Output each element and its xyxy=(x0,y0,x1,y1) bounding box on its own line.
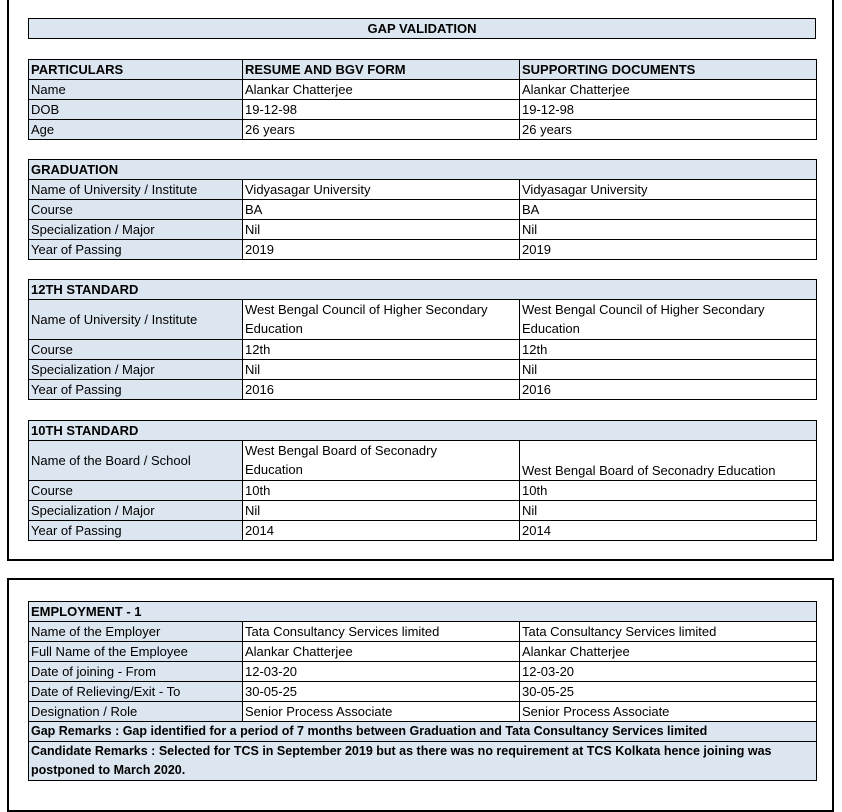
table-row: Name of University / Institute West Benga… xyxy=(28,299,818,340)
supporting-value: Tata Consultancy Services limited xyxy=(518,621,818,642)
table-row: Course 12th 12th xyxy=(28,339,818,360)
row-label: Specialization / Major xyxy=(28,359,243,380)
resume-value: Alankar Chatterjee xyxy=(242,641,520,662)
row-label: Designation / Role xyxy=(28,701,243,722)
graduation-table: GRADUATION Name of University / Institut… xyxy=(27,159,818,260)
row-label: Course xyxy=(28,339,243,360)
supporting-value: 10th xyxy=(518,480,818,501)
row-label: Name xyxy=(28,79,243,100)
table-row: Specialization / Major Nil Nil xyxy=(28,219,818,240)
resume-value: 2016 xyxy=(242,379,520,400)
resume-value: 10th xyxy=(242,480,520,501)
gap-validation-panel xyxy=(7,0,834,561)
resume-value: Senior Process Associate xyxy=(242,701,520,722)
resume-value: 12-03-20 xyxy=(242,661,520,682)
row-label: Name of the Board / School xyxy=(28,440,243,481)
resume-value: Nil xyxy=(242,359,520,380)
row-label: Year of Passing xyxy=(28,520,243,541)
page-title: GAP VALIDATION xyxy=(28,18,816,39)
resume-value: West Bengal Council of Higher Secondary … xyxy=(242,299,520,340)
supporting-value: 30-05-25 xyxy=(518,681,818,702)
table-row: Name of the Board / School West Bengal Bo… xyxy=(28,440,818,481)
supporting-value: Vidyasagar University xyxy=(518,179,818,200)
supporting-value: 2014 xyxy=(518,520,818,541)
header-supporting: SUPPORTING DOCUMENTS xyxy=(519,59,817,80)
supporting-value: 19-12-98 xyxy=(519,99,817,120)
section-heading: 12TH STANDARD xyxy=(27,279,818,300)
row-label: Course xyxy=(28,480,243,501)
resume-value: Tata Consultancy Services limited xyxy=(242,621,520,642)
row-label: Course xyxy=(28,199,243,220)
row-label: Date of joining - From xyxy=(28,661,243,682)
row-label: Age xyxy=(28,119,243,140)
resume-value: Nil xyxy=(242,219,520,240)
table-row: Course 10th 10th xyxy=(28,480,818,501)
candidate-remarks: Candidate Remarks : Selected for TCS in … xyxy=(27,741,818,781)
supporting-value: 26 years xyxy=(519,119,817,140)
row-label: Specialization / Major xyxy=(28,219,243,240)
resume-value: 12th xyxy=(242,339,520,360)
section-heading: 10TH STANDARD xyxy=(27,420,818,441)
table-row: Year of Passing 2019 2019 xyxy=(28,239,818,260)
supporting-value: West Bengal Board of Seconadry Education xyxy=(518,440,818,481)
table-row: Designation / Role Senior Process Associa… xyxy=(28,701,818,722)
row-label: Date of Relieving/Exit - To xyxy=(28,681,243,702)
row-label: Name of University / Institute xyxy=(28,179,243,200)
table-row: Year of Passing 2016 2016 xyxy=(28,379,818,400)
employment-table: EMPLOYMENT - 1 Name of the Employer Tata … xyxy=(27,601,818,781)
table-row: Date of Relieving/Exit - To 30-05-25 30-05… xyxy=(28,681,818,702)
resume-value: 30-05-25 xyxy=(242,681,520,702)
resume-value: 19-12-98 xyxy=(242,99,520,120)
resume-value: BA xyxy=(242,199,520,220)
supporting-value: 2016 xyxy=(518,379,818,400)
supporting-value: West Bengal Council of Higher Secondary … xyxy=(518,299,818,340)
gap-remarks: Gap Remarks : Gap identified for a perio… xyxy=(27,721,818,742)
table-row: Specialization / Major Nil Nil xyxy=(28,359,818,380)
table-row: Name of University / Institute Vidyasagar… xyxy=(28,179,818,200)
header-resume: RESUME AND BGV FORM xyxy=(242,59,520,80)
table-row: Year of Passing 2014 2014 xyxy=(28,520,818,541)
table-row: DOB 19-12-98 19-12-98 xyxy=(28,99,817,120)
particulars-table: PARTICULARS RESUME AND BGV FORM SUPPORTI… xyxy=(28,59,817,140)
table-row: Specialization / Major Nil Nil xyxy=(28,500,818,521)
row-label: Name of University / Institute xyxy=(28,299,243,340)
table-row: Course BA BA xyxy=(28,199,818,220)
supporting-value: Nil xyxy=(518,500,818,521)
resume-value: 2019 xyxy=(242,239,520,260)
tenth-standard-table: 10TH STANDARD Name of the Board / School… xyxy=(27,420,818,541)
table-row: Date of joining - From 12-03-20 12-03-20 xyxy=(28,661,818,682)
row-label: Name of the Employer xyxy=(28,621,243,642)
resume-value: 26 years xyxy=(242,119,520,140)
supporting-value: Alankar Chatterjee xyxy=(519,79,817,100)
supporting-value: Alankar Chatterjee xyxy=(518,641,818,662)
supporting-value: Nil xyxy=(518,219,818,240)
supporting-value: 12-03-20 xyxy=(518,661,818,682)
row-label: Year of Passing xyxy=(28,239,243,260)
row-label: Specialization / Major xyxy=(28,500,243,521)
supporting-value: 2019 xyxy=(518,239,818,260)
resume-value: West Bengal Board of Seconadry Education xyxy=(242,440,520,481)
row-label: Year of Passing xyxy=(28,379,243,400)
resume-value: Alankar Chatterjee xyxy=(242,79,520,100)
section-heading: EMPLOYMENT - 1 xyxy=(27,601,818,622)
supporting-value: Nil xyxy=(518,359,818,380)
twelfth-standard-table: 12TH STANDARD Name of University / Insti… xyxy=(27,279,818,400)
table-row: Name Alankar Chatterjee Alankar Chatterjee xyxy=(28,79,817,100)
resume-value: 2014 xyxy=(242,520,520,541)
table-row: Age 26 years 26 years xyxy=(28,119,817,140)
row-label: DOB xyxy=(28,99,243,120)
header-particulars: PARTICULARS xyxy=(28,59,243,80)
supporting-value: Senior Process Associate xyxy=(518,701,818,722)
table-row: Name of the Employer Tata Consultancy Ser… xyxy=(28,621,818,642)
resume-value: Nil xyxy=(242,500,520,521)
supporting-value: BA xyxy=(518,199,818,220)
supporting-value: 12th xyxy=(518,339,818,360)
resume-value: Vidyasagar University xyxy=(242,179,520,200)
table-row: Full Name of the Employee Alankar Chatter… xyxy=(28,641,818,662)
row-label: Full Name of the Employee xyxy=(28,641,243,662)
section-heading: GRADUATION xyxy=(27,159,818,180)
table-header-row: PARTICULARS RESUME AND BGV FORM SUPPORTI… xyxy=(28,59,817,80)
